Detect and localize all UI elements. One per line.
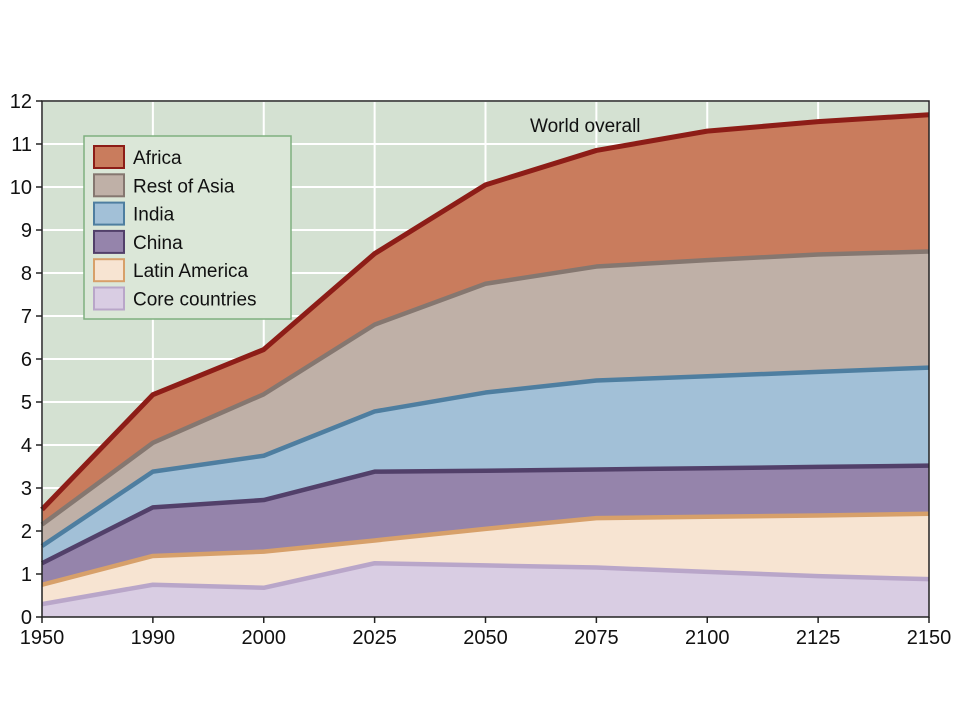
- area-rest-of-asia: [42, 251, 929, 547]
- y-tick-label-5: 5: [21, 392, 32, 414]
- x-tick-label-2100: 2100: [685, 627, 730, 649]
- legend-swatch-india: [93, 201, 125, 226]
- legend-swatch-africa: [93, 145, 125, 169]
- y-tick-label-12: 12: [10, 91, 32, 113]
- area-latin-america: [42, 513, 929, 605]
- x-tick-label-2125: 2125: [796, 627, 841, 649]
- area-core-countries: [42, 563, 929, 617]
- line-india: [40, 365, 930, 548]
- x-tick-label-2025: 2025: [352, 627, 397, 649]
- y-tick-label-7: 7: [21, 306, 32, 328]
- y-tick-label-1: 1: [21, 564, 32, 586]
- y-tick-label-2: 2: [21, 521, 32, 543]
- y-tick-label-4: 4: [21, 435, 32, 457]
- legend-swatch-core-countries: [93, 286, 125, 311]
- line-latin-america: [41, 511, 930, 587]
- legend-label-china: China: [133, 233, 183, 254]
- legend-swatch-latin-america: [93, 258, 125, 283]
- x-tick-label-2075: 2075: [574, 627, 619, 649]
- x-tick-label-2150: 2150: [907, 627, 952, 649]
- legend-label-india: India: [133, 205, 175, 226]
- line-core-countries: [41, 561, 930, 607]
- legend-label-latin-america: Latin America: [133, 261, 249, 282]
- line-rest-of-asia: [40, 249, 930, 527]
- area-china: [42, 465, 929, 585]
- line-africa: [40, 112, 930, 512]
- line-china: [40, 463, 930, 566]
- world-overall-annotation: World overall: [530, 116, 641, 137]
- x-tick-label-2050: 2050: [463, 627, 508, 649]
- stacked-areas: [40, 112, 930, 617]
- legend-swatch-china: [93, 229, 125, 254]
- y-tick-label-3: 3: [21, 478, 32, 500]
- x-tick-label-2000: 2000: [242, 627, 287, 649]
- area-india: [42, 367, 929, 564]
- y-tick-label-9: 9: [21, 220, 32, 242]
- y-tick-label-11: 11: [11, 134, 32, 156]
- y-tick-label-10: 10: [10, 177, 32, 199]
- x-tick-label-1950: 1950: [20, 627, 65, 649]
- x-axis-ticks: 1950 1990 2000 2025 2050 2075 2100 2125 2150: [20, 617, 952, 649]
- x-tick-label-1990: 1990: [131, 627, 176, 649]
- y-tick-label-8: 8: [21, 263, 32, 285]
- legend: Africa Rest of Asia India China Latin Americ…: [83, 135, 292, 320]
- y-tick-label-0: 0: [21, 607, 32, 629]
- legend-label-core-countries: Core countries: [133, 290, 257, 311]
- legend-swatch-rest-of-asia: [93, 173, 125, 198]
- area-africa: [42, 114, 929, 525]
- y-tick-label-6: 6: [21, 349, 32, 371]
- legend-label-rest-of-asia: Rest of Asia: [133, 176, 235, 197]
- legend-label-africa: Africa: [133, 148, 182, 169]
